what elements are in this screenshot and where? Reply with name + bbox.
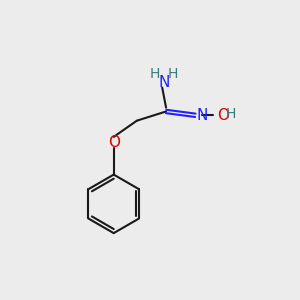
Text: N: N	[197, 108, 208, 123]
Text: H: H	[149, 68, 160, 82]
Text: H: H	[168, 68, 178, 82]
Text: N: N	[158, 75, 169, 90]
Text: O: O	[108, 135, 120, 150]
Text: H: H	[225, 107, 236, 121]
Text: O: O	[217, 108, 229, 123]
